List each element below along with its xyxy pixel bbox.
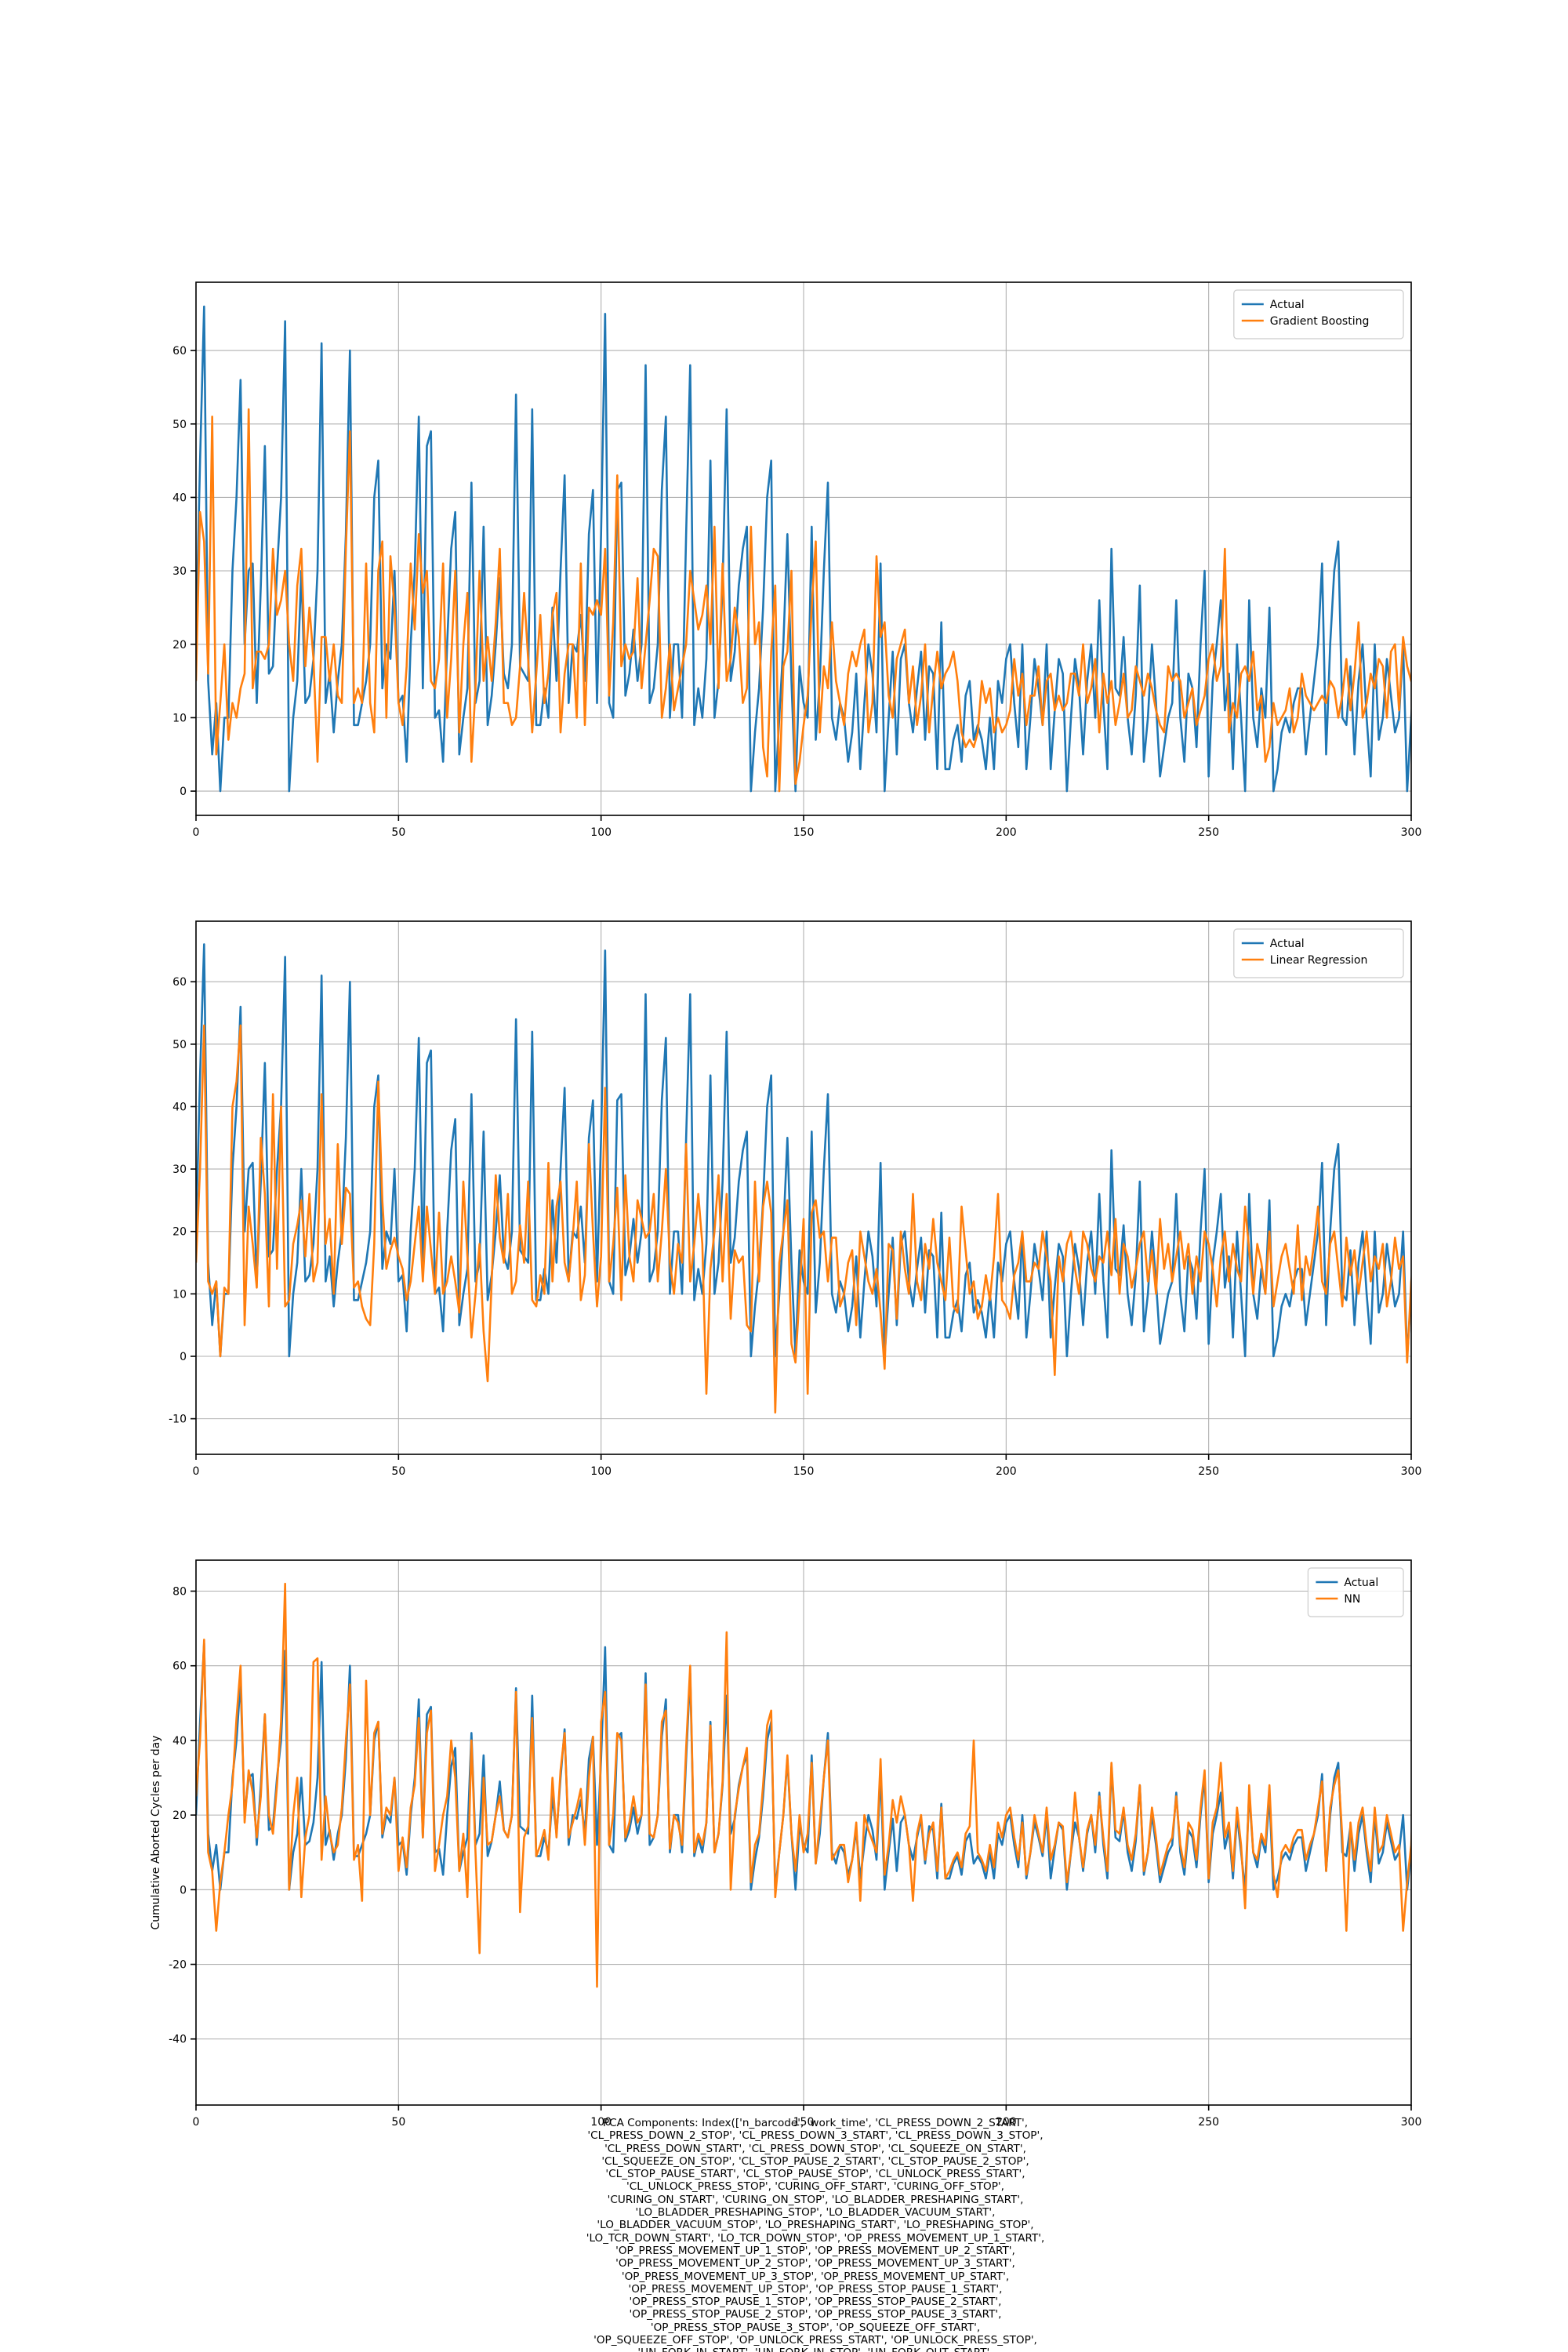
- x-tick-label: 200: [996, 1465, 1017, 1478]
- legend-entry-label: Linear Regression: [1270, 954, 1368, 967]
- x-tick-label: 100: [590, 826, 612, 839]
- x-tick-label: 200: [996, 2116, 1017, 2129]
- caption-line: 'OP_PRESS_MOVEMENT_UP_STOP', 'OP_PRESS_S…: [628, 2282, 1003, 2296]
- caption-line: 'OP_SQUEEZE_OFF_STOP', 'OP_UNLOCK_PRESS_…: [593, 2334, 1037, 2347]
- legend: Actual Gradient Boosting: [1233, 289, 1404, 339]
- y-tick-label: 20: [172, 1226, 187, 1239]
- legend: Actual NN: [1307, 1567, 1404, 1617]
- y-tick-label: 60: [172, 1661, 187, 1673]
- linear-regression-subplot: 0 50 100 150 200 250 300 -10 0 10 20 30 40 50 60 Actual…: [169, 920, 1422, 1478]
- caption-line: 'CURING_ON_START', 'CURING_ON_STOP', 'LO…: [607, 2193, 1024, 2206]
- x-tick-label: 250: [1198, 1465, 1219, 1478]
- pca-components-caption: PCA Components: Index(['n_barcode', 'wor…: [423, 2117, 1207, 2352]
- y-tick-label: 0: [180, 1884, 187, 1896]
- caption-line: 'LO_BLADDER_VACUUM_STOP', 'LO_PRESHAPING…: [597, 2219, 1034, 2232]
- y-tick-label: -20: [169, 1959, 187, 1972]
- x-tick-label: 150: [793, 2116, 815, 2129]
- y-tick-label: 80: [172, 1586, 187, 1599]
- y-tick-label: 50: [172, 1039, 187, 1051]
- caption-line: 'OP_PRESS_STOP_PAUSE_3_STOP', 'OP_SQUEEZ…: [650, 2321, 981, 2334]
- caption-line: PCA Components: Index(['n_barcode', 'wor…: [602, 2117, 1029, 2129]
- y-tick-label: 10: [172, 1288, 187, 1301]
- caption-line: 'CL_PRESS_DOWN_2_STOP', 'CL_PRESS_DOWN_3…: [587, 2129, 1044, 2143]
- predicted-series-line: [196, 1582, 1411, 1988]
- x-tick-label: 50: [391, 1465, 405, 1478]
- x-tick-label: 200: [996, 826, 1017, 839]
- caption-line: 'OP_PRESS_MOVEMENT_UP_2_STOP', 'OP_PRESS…: [615, 2257, 1015, 2270]
- y-tick-label: 40: [172, 492, 187, 504]
- x-tick-label: 250: [1198, 2116, 1219, 2129]
- actual-series-line: [196, 305, 1411, 793]
- gradient-boosting-subplot: 0 50 100 150 200 250 300 0 10 20 30 40 50 60 Actual Gra…: [172, 281, 1422, 839]
- caption-line: 'CL_SQUEEZE_ON_STOP', 'CL_STOP_PAUSE_2_S…: [601, 2154, 1029, 2168]
- x-tick-label: 150: [793, 826, 815, 839]
- legend: Actual Linear Regression: [1233, 928, 1404, 978]
- legend-entry-label: Actual: [1344, 1577, 1378, 1589]
- caption-line: 'UN_FORK_IN_START', 'UN_FORK_IN_STOP', '…: [423, 2347, 1207, 2352]
- x-tick-label: 0: [193, 1465, 200, 1478]
- legend-entry-label: NN: [1344, 1593, 1360, 1606]
- y-tick-label: 40: [172, 1101, 187, 1113]
- legend-box: [1233, 289, 1404, 339]
- y-tick-label: 60: [172, 345, 187, 358]
- x-tick-label: 50: [391, 2116, 405, 2129]
- caption-line: 'CL_STOP_PAUSE_START', 'CL_STOP_PAUSE_ST…: [605, 2168, 1025, 2181]
- y-tick-label: 20: [172, 639, 187, 652]
- x-tick-label: 100: [590, 2116, 612, 2129]
- x-tick-label: 250: [1198, 826, 1219, 839]
- y-tick-label: 30: [172, 1163, 187, 1176]
- x-tick-label: 150: [793, 1465, 815, 1478]
- legend-box: [1307, 1567, 1404, 1617]
- caption-line: 'LO_BLADDER_PRESHAPING_STOP', 'LO_BLADDE…: [635, 2206, 996, 2220]
- legend-entry-label: Gradient Boosting: [1270, 315, 1370, 328]
- y-tick-label: 10: [172, 712, 187, 724]
- legend-entry-label: Actual: [1270, 299, 1305, 311]
- x-tick-label: 300: [1401, 826, 1422, 839]
- neural-network-subplot: 0 50 100 150 200 250 300 -40 -20 0 20 40 60 80 Cumulat…: [150, 1559, 1422, 2129]
- caption-line: 'OP_PRESS_STOP_PAUSE_1_STOP', 'OP_PRESS_…: [629, 2296, 1002, 2309]
- y-tick-label: 30: [172, 565, 187, 578]
- y-tick-label: -40: [169, 2034, 187, 2046]
- y-tick-label: 60: [172, 976, 187, 989]
- caption-line: 'OP_PRESS_MOVEMENT_UP_3_STOP', 'OP_PRESS…: [621, 2270, 1010, 2283]
- x-tick-label: 50: [391, 826, 405, 839]
- y-axis-label: Cumulative Aborted Cycles per day: [150, 1735, 162, 1929]
- y-tick-label: -10: [169, 1414, 187, 1426]
- legend-entry-label: Actual: [1270, 938, 1305, 950]
- caption-line: 'LO_TCR_DOWN_START', 'LO_TCR_DOWN_STOP',…: [586, 2231, 1045, 2245]
- y-tick-label: 50: [172, 419, 187, 431]
- x-tick-label: 300: [1401, 1465, 1422, 1478]
- caption-line: 'OP_PRESS_MOVEMENT_UP_1_STOP', 'OP_PRESS…: [615, 2244, 1015, 2257]
- caption-line: 'CL_PRESS_DOWN_START', 'CL_PRESS_DOWN_ST…: [604, 2142, 1026, 2155]
- x-tick-label: 0: [193, 826, 200, 839]
- actual-series-line: [196, 943, 1411, 1358]
- predicted-series-line: [196, 408, 1411, 793]
- legend-box: [1233, 928, 1404, 978]
- x-tick-label: 0: [193, 2116, 200, 2129]
- y-tick-label: 0: [180, 786, 187, 798]
- y-tick-label: 20: [172, 1809, 187, 1822]
- caption-line: 'OP_PRESS_STOP_PAUSE_2_STOP', 'OP_PRESS_…: [629, 2308, 1002, 2321]
- x-tick-label: 300: [1401, 2116, 1422, 2129]
- y-tick-label: 0: [180, 1351, 187, 1363]
- predicted-series-line: [196, 1024, 1411, 1414]
- y-tick-label: 40: [172, 1735, 187, 1748]
- caption-line: 'CL_UNLOCK_PRESS_STOP', 'CURING_OFF_STAR…: [626, 2180, 1004, 2194]
- x-tick-label: 100: [590, 1465, 612, 1478]
